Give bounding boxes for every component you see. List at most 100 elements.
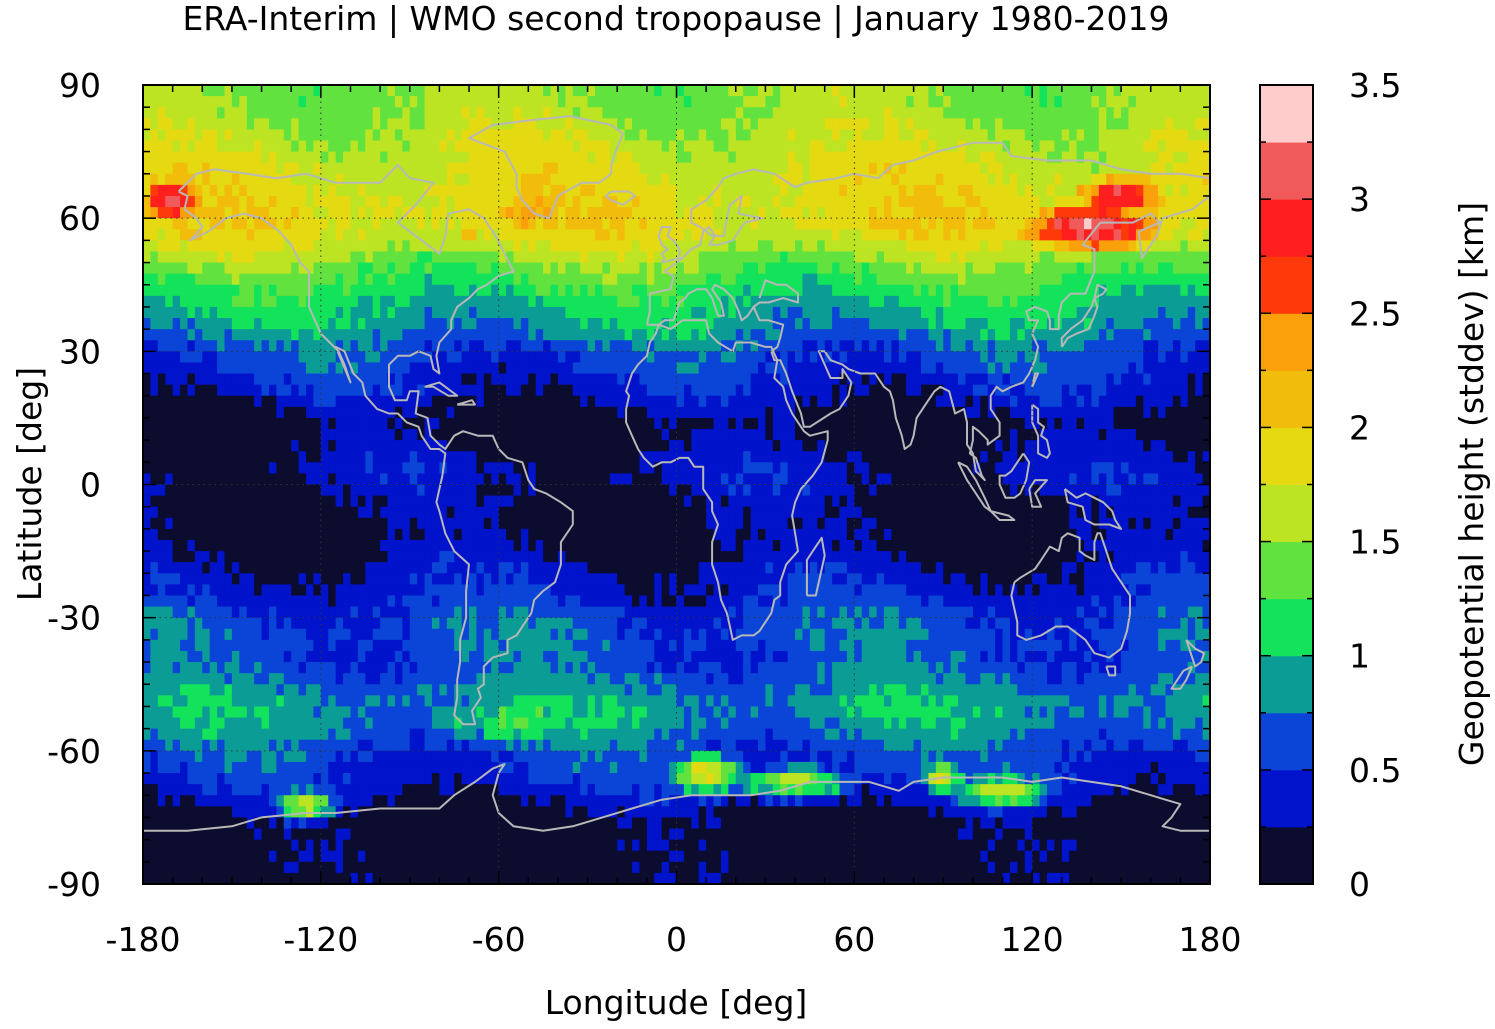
field-cell [239, 706, 248, 719]
field-cell [202, 584, 211, 597]
field-cell [506, 695, 515, 708]
field-cell [306, 440, 315, 452]
field-cell [313, 650, 322, 663]
field-cell [498, 107, 507, 119]
field-cell [239, 850, 248, 863]
field-cell [291, 617, 300, 630]
field-cell [187, 340, 196, 352]
field-cell [483, 606, 492, 619]
field-cell [520, 872, 529, 884]
field-cell [417, 473, 426, 486]
field-cell [380, 318, 389, 330]
field-cell [624, 484, 633, 497]
field-cell [194, 151, 203, 164]
field-cell [424, 506, 433, 519]
field-cell [461, 695, 470, 708]
field-cell [424, 306, 433, 319]
field-cell [209, 872, 218, 884]
field-cell [431, 273, 440, 286]
field-cell [320, 262, 329, 275]
field-cell [254, 340, 263, 352]
field-cell [491, 218, 500, 230]
field-cell [276, 96, 285, 108]
field-cell [372, 406, 381, 419]
field-cell [335, 662, 344, 674]
field-cell [239, 229, 248, 241]
field-cell [254, 173, 263, 186]
field-cell [306, 795, 315, 807]
field-cell [602, 639, 611, 652]
field-cell [639, 417, 648, 430]
field-cell [557, 872, 566, 884]
field-cell [498, 417, 507, 430]
field-cell [291, 207, 300, 219]
field-cell [565, 362, 574, 375]
field-cell [557, 650, 566, 663]
field-cell [535, 162, 544, 175]
field-cell [202, 162, 211, 175]
field-cell [172, 706, 181, 719]
field-cell [209, 406, 218, 419]
field-cell [439, 773, 448, 785]
field-cell [313, 639, 322, 652]
field-cell [431, 462, 440, 475]
field-cell [572, 462, 581, 475]
field-cell [469, 528, 478, 541]
field-cell [224, 229, 233, 241]
field-cell [150, 129, 159, 142]
field-cell [365, 850, 374, 863]
field-cell [409, 517, 418, 530]
field-cell [283, 473, 292, 486]
field-cell [313, 262, 322, 275]
field-cell [498, 662, 507, 674]
field-cell [343, 184, 352, 197]
field-cell [498, 850, 507, 863]
field-cell [520, 606, 529, 619]
field-cell [543, 528, 552, 541]
field-cell [431, 650, 440, 663]
field-cell [246, 306, 255, 319]
field-cell [520, 251, 529, 264]
field-cell [565, 551, 574, 563]
field-cell [217, 551, 226, 563]
field-cell [335, 373, 344, 386]
field-cell [646, 606, 655, 619]
field-cell [498, 173, 507, 186]
field-cell [594, 662, 604, 674]
field-cell [150, 750, 159, 763]
field-cell [580, 329, 589, 341]
field-cell [150, 528, 159, 541]
field-cell [283, 484, 292, 497]
field-cell [594, 695, 604, 708]
field-cell [424, 684, 433, 696]
field-cell [172, 173, 181, 186]
field-cell [602, 628, 611, 641]
field-cell [298, 850, 307, 863]
field-cell [254, 606, 263, 619]
field-cell [476, 684, 485, 696]
field-cell [350, 140, 359, 153]
field-cell [246, 861, 255, 874]
field-cell [328, 473, 337, 486]
field-cell [276, 329, 285, 341]
field-cell [143, 517, 152, 530]
field-cell [513, 362, 522, 375]
field-cell [431, 240, 440, 253]
field-cell [306, 828, 315, 841]
field-cell [587, 251, 596, 264]
field-cell [283, 85, 292, 97]
field-cell [298, 539, 307, 552]
field-cell [587, 606, 596, 619]
field-cell [350, 861, 359, 874]
field-cell [180, 562, 189, 574]
field-cell [254, 717, 263, 730]
field-cell [372, 806, 381, 819]
field-cell [572, 839, 581, 852]
field-cell [520, 240, 529, 253]
field-cell [172, 451, 181, 463]
field-cell [387, 173, 396, 186]
field-cell [624, 617, 633, 630]
field-cell [639, 306, 648, 319]
field-cell [217, 195, 226, 208]
field-cell [298, 384, 307, 397]
